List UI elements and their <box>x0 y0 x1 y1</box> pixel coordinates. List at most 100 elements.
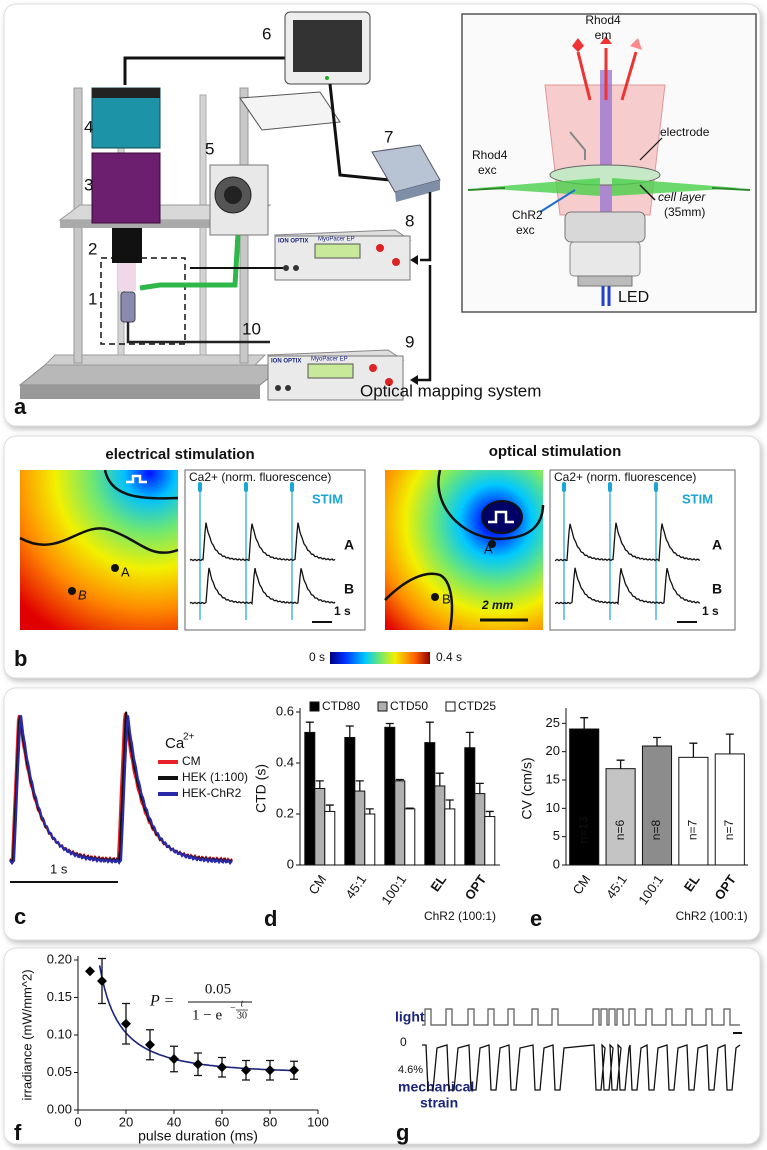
row-label: B <box>712 581 722 597</box>
legend-swatch <box>445 701 456 712</box>
component-number: 6 <box>262 24 271 43</box>
error-bar <box>475 782 484 794</box>
error-bar <box>355 780 364 792</box>
bar <box>678 756 709 866</box>
point-label: B <box>442 591 451 606</box>
stimulator <box>190 229 412 401</box>
y-tick-label: 0.20 <box>47 951 72 966</box>
legend-label: HEK (1:100) <box>182 770 248 784</box>
error-bar <box>365 808 374 814</box>
trace-title: Ca2+ (norm. fluorescence) <box>554 470 696 484</box>
panel-label: a <box>14 394 27 419</box>
error-bar <box>485 810 494 817</box>
y-tick-label: 0.00 <box>47 1101 72 1116</box>
bar-note: n=7 <box>686 819 700 840</box>
device-name: MyoPacer EP <box>311 357 348 363</box>
panel-title: electrical stimulation <box>105 446 254 463</box>
error-bar <box>345 725 354 738</box>
point <box>97 976 107 986</box>
error-bar <box>305 721 314 733</box>
bar <box>605 768 636 866</box>
inset-label: electrode <box>660 125 710 139</box>
inset-label: LED <box>618 289 649 306</box>
point-label: A <box>121 564 130 579</box>
y-axis-label: irradiance (mW/mm^2) <box>19 969 34 1100</box>
ca-trace <box>189 522 336 562</box>
formula: t <box>241 998 244 1009</box>
bar <box>384 726 396 866</box>
inset <box>461 13 757 313</box>
trace-title: Ca2+ (norm. fluorescence) <box>189 470 331 484</box>
strain-label: strain <box>420 1095 458 1111</box>
map-scale: 2 mm <box>481 598 514 612</box>
point <box>121 1018 131 1029</box>
y-axis-label: CV (cm/s) <box>519 757 535 819</box>
device-name: MyoPacer EP <box>318 237 355 243</box>
panel-label: g <box>396 1120 409 1145</box>
component-number: 3 <box>84 175 93 194</box>
bar <box>641 745 673 866</box>
component-number: 9 <box>405 332 414 351</box>
bar <box>424 742 436 866</box>
panel-label: d <box>264 906 277 931</box>
light-label: light <box>395 1009 425 1025</box>
y-tick-label: 0.15 <box>47 989 72 1004</box>
time-scale: 1 s <box>50 861 68 876</box>
panel-label: b <box>14 646 27 671</box>
component-number: 5 <box>205 139 214 158</box>
legend-label: CTD80 <box>322 699 360 713</box>
y-tick-label: 0 <box>287 856 294 871</box>
error-bar <box>435 772 444 786</box>
legend-label: CM <box>182 754 201 768</box>
bar <box>484 816 496 866</box>
panel-title: optical stimulation <box>489 443 622 460</box>
time-scale: 1 s <box>334 604 351 618</box>
error-bar <box>653 736 661 746</box>
computer <box>239 11 391 182</box>
inset-label: ChR2 <box>512 208 543 222</box>
point <box>193 1059 203 1070</box>
error-bar <box>445 799 454 809</box>
bar-note: n=8 <box>649 819 663 840</box>
bar <box>354 790 366 866</box>
error-bar <box>465 731 474 748</box>
y-tick-label: 0.6 <box>276 703 294 718</box>
device-brand: ION OPTIX <box>278 239 308 245</box>
y-tick-label: 20 <box>546 743 560 758</box>
legend-swatch <box>309 701 320 712</box>
y-tick-label: 15 <box>546 771 560 786</box>
activation-maps <box>19 469 736 664</box>
point <box>289 1065 299 1076</box>
component-number: 2 <box>88 239 97 258</box>
y-tick-label: 25 <box>546 715 560 730</box>
ca-trace <box>189 567 336 605</box>
stim-label: STIM <box>312 491 343 506</box>
bar-note: n=6 <box>613 819 627 840</box>
bar <box>569 728 600 866</box>
inset-label: (35mm) <box>664 205 705 219</box>
x-axis-label: pulse duration (ms) <box>138 1128 258 1144</box>
x-tick-label: 100 <box>307 1114 329 1129</box>
row-label: A <box>712 537 722 553</box>
point <box>217 1062 227 1073</box>
error-bar <box>425 721 434 743</box>
y-tick-label: 10 <box>546 800 560 815</box>
point <box>85 966 95 977</box>
x-tick-label: 20 <box>119 1114 133 1129</box>
inset-label: cell layer <box>658 190 706 204</box>
legend-label: CTD25 <box>458 699 496 713</box>
panel-label: c <box>14 904 26 929</box>
point <box>241 1065 251 1076</box>
formula: 0.05 <box>205 981 231 997</box>
point-label: B <box>78 587 87 602</box>
ca-trace <box>554 522 700 562</box>
error-bar <box>616 759 625 769</box>
y-axis-label: CTD (s) <box>253 764 269 813</box>
point <box>169 1054 179 1064</box>
x-tick-label: 80 <box>263 1114 277 1129</box>
row-label: B <box>344 581 354 597</box>
x-tick-label: 0 <box>74 1114 81 1129</box>
component-number: 7 <box>384 127 393 146</box>
stim-marker <box>654 482 658 492</box>
